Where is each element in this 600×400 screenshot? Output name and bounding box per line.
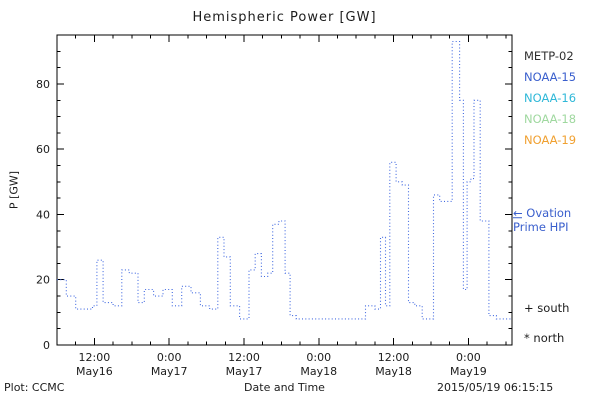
legend-item-noaa-16: NOAA-16: [524, 91, 577, 105]
x-axis-label: Date and Time: [244, 381, 325, 394]
hemisphere-marker-legend: + south * north: [524, 301, 569, 361]
plot-frame: [56, 34, 513, 346]
x-tick-time: 0:00: [157, 351, 182, 364]
x-tick-time: 0:00: [456, 351, 481, 364]
plot-timestamp: 2015/05/19 06:15:15: [437, 381, 554, 394]
y-tick-label: 60: [36, 143, 50, 156]
x-tick-time: 12:00: [79, 351, 111, 364]
south-marker-legend: + south: [524, 301, 570, 315]
chart-title: Hemispheric Power [GW]: [192, 10, 377, 25]
x-tick-date: May18: [375, 365, 412, 378]
x-tick-date: May19: [450, 365, 487, 378]
plot-credit: Plot: CCMC: [4, 381, 65, 394]
y-tick-label: 80: [36, 78, 50, 91]
x-tick-time: 12:00: [378, 351, 410, 364]
x-tick-date: May17: [151, 365, 188, 378]
ovation-prime-hpi-label: ← Ovation Prime HPI: [513, 206, 572, 234]
legend-item-metp-02: METP-02: [524, 49, 574, 63]
y-tick-label: 20: [36, 274, 50, 287]
hpi-data-line: [57, 40, 512, 320]
y-tick-label: 0: [43, 339, 50, 352]
satellite-legend: METP-02 NOAA-15 NOAA-16 NOAA-18 NOAA-19: [524, 46, 576, 151]
x-tick-time: 0:00: [306, 351, 331, 364]
legend-item-noaa-15: NOAA-15: [524, 70, 577, 84]
x-tick-date: May18: [300, 365, 337, 378]
x-tick-time: 12:00: [228, 351, 260, 364]
north-marker-legend: * north: [524, 331, 565, 345]
x-tick-date: May17: [226, 365, 263, 378]
legend-item-noaa-19: NOAA-19: [524, 133, 577, 147]
y-axis-label: P [GW]: [7, 170, 21, 210]
y-tick-label: 40: [36, 208, 50, 221]
x-tick-date: May16: [76, 365, 113, 378]
legend-item-noaa-18: NOAA-18: [524, 112, 577, 126]
